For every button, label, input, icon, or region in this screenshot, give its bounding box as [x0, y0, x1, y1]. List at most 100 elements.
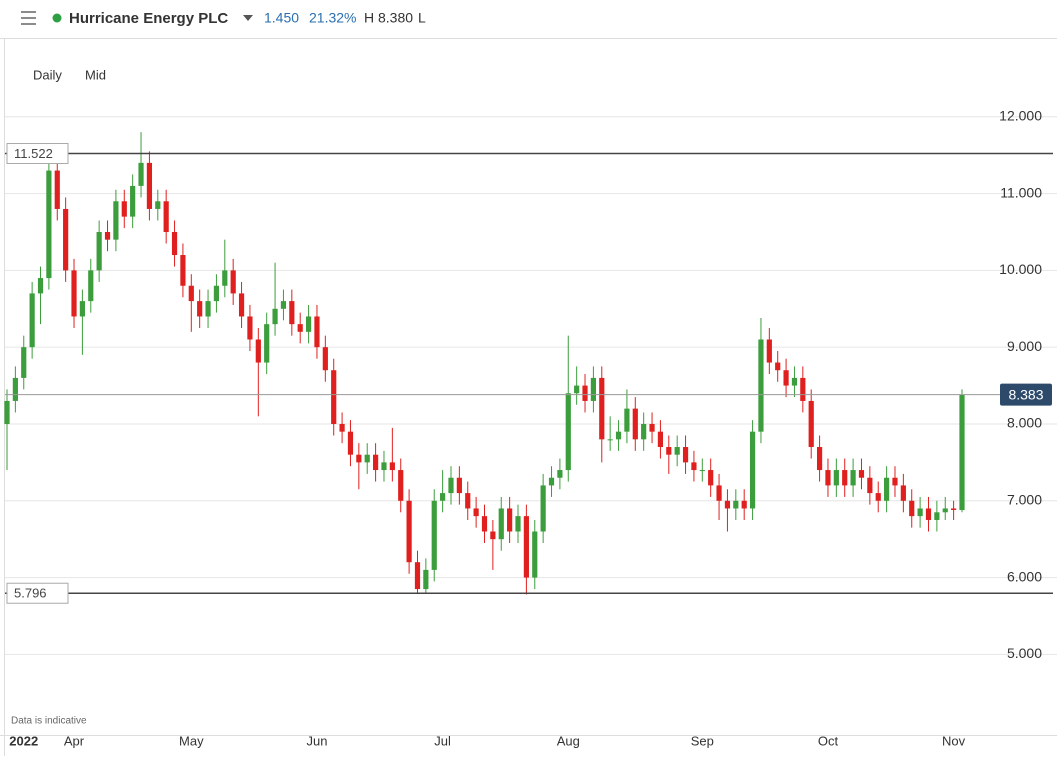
price-change-pct: 21.32% [309, 10, 356, 26]
candle-body [280, 301, 287, 309]
candle-body [473, 508, 479, 517]
candle-body [456, 477, 462, 494]
candle-body [783, 370, 789, 386]
last-price-box [1000, 383, 1052, 406]
candle-body [691, 462, 697, 471]
last-price-label: 8.383 [1008, 386, 1043, 402]
candle-body [146, 162, 153, 209]
candle-body [222, 270, 228, 286]
candle-body [758, 339, 764, 432]
candle-body [548, 477, 555, 486]
candle-body [347, 431, 354, 455]
x-tick-label: Jul [434, 733, 451, 748]
candle-body [884, 477, 890, 501]
candle-body [104, 231, 111, 240]
candle-body [942, 508, 948, 513]
candle-body [682, 447, 689, 463]
candle-body [632, 408, 638, 440]
y-tick-label: 5.000 [1007, 645, 1042, 661]
candle-body [389, 462, 395, 471]
candle-body [37, 278, 44, 294]
price-type-button[interactable]: Mid [85, 67, 106, 82]
candle-body [523, 516, 529, 578]
candle-body [867, 477, 873, 494]
candle-body [171, 231, 178, 256]
candle-body [79, 301, 85, 317]
candle-body [590, 377, 597, 401]
candle-body [624, 408, 630, 432]
dropdown-arrow[interactable] [243, 15, 253, 21]
candle-body [465, 493, 471, 509]
candle-body [163, 201, 169, 232]
candle-body [21, 347, 27, 378]
candle-body [356, 454, 362, 463]
candle-body [272, 308, 278, 325]
candle-body [925, 508, 932, 520]
candle-body [481, 516, 488, 532]
menu-icon[interactable] [21, 11, 36, 25]
candle-body [372, 454, 379, 471]
candle-body [238, 293, 245, 317]
candle-body [657, 431, 664, 448]
candle-body [88, 270, 94, 302]
instrument-title[interactable]: Hurricane Energy PLC [69, 10, 228, 27]
candle-body [607, 439, 613, 441]
x-tick-label: Oct [818, 733, 839, 748]
y-tick-label: 12.000 [999, 107, 1042, 123]
candle-body [816, 447, 823, 471]
candle-body [339, 423, 345, 432]
candle-body [197, 301, 203, 317]
candle-body [314, 316, 320, 348]
horizontal-line-label-box [6, 143, 69, 165]
candle-body [649, 423, 655, 432]
x-tick-label: Apr [64, 733, 85, 748]
candle-body [766, 339, 772, 363]
x-tick-label: Nov [942, 733, 966, 748]
y-tick-label: 7.000 [1007, 491, 1042, 507]
candle-body [431, 500, 437, 570]
footnote: Data is indicative [11, 716, 87, 727]
candle-body [113, 201, 119, 240]
candle-body [532, 531, 538, 578]
candle-body [733, 500, 739, 509]
candle-body [213, 285, 220, 302]
y-tick-label: 11.000 [1000, 184, 1042, 200]
candle-body [574, 385, 580, 394]
candle-body [741, 500, 747, 509]
candle-body [138, 162, 144, 186]
candle-body [29, 293, 35, 348]
price-change: 1.450 [264, 10, 299, 26]
candle-body [305, 316, 312, 332]
candle-body [959, 394, 965, 510]
candle-body [641, 423, 647, 440]
candle-body [858, 470, 865, 478]
y-tick-label: 9.000 [1007, 338, 1042, 354]
candle-body [205, 301, 211, 317]
candle-body [708, 470, 714, 486]
candle-body [892, 477, 898, 486]
x-tick-label: Aug [557, 733, 580, 748]
candle-body [565, 393, 571, 471]
candle-body [900, 485, 906, 501]
candle-body [699, 470, 705, 472]
candle-body [423, 569, 429, 590]
y-tick-label: 8.000 [1007, 415, 1042, 431]
x-tick-label: May [179, 733, 204, 748]
candle-body [289, 301, 295, 325]
candle-body [4, 400, 10, 424]
candle-body [230, 270, 236, 294]
candle-body [180, 255, 186, 286]
candle-body [63, 208, 69, 271]
x-tick-label: 2022 [9, 733, 38, 748]
x-tick-label: Sep [691, 733, 714, 748]
candle-body [540, 485, 546, 532]
candle-body [247, 316, 253, 340]
candle-body [666, 447, 672, 455]
candle-body [599, 377, 605, 440]
candle-body [440, 493, 446, 501]
interval-button[interactable]: Daily [33, 67, 62, 82]
x-tick-label: Jun [306, 733, 327, 748]
candle-body [808, 400, 814, 448]
